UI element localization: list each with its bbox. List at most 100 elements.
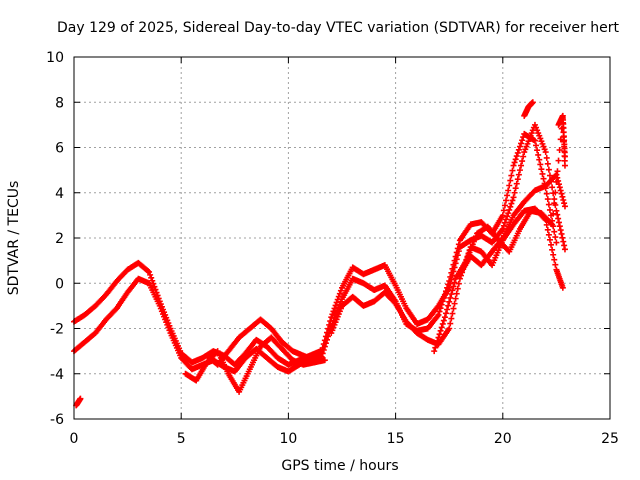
y-tick-label: -6: [50, 412, 64, 428]
data-point: [449, 287, 456, 294]
data-point: [337, 287, 344, 294]
data-point: [148, 274, 155, 281]
data-point: [515, 171, 522, 178]
data-point: [319, 350, 326, 357]
data-point: [501, 219, 508, 226]
data-point: [518, 140, 525, 147]
data-point: [551, 228, 558, 235]
data-point: [444, 284, 451, 291]
data-point: [501, 202, 508, 209]
data-point: [448, 315, 455, 322]
y-axis-label: SDTVAR / TECUs: [6, 181, 22, 296]
data-point: [561, 203, 568, 210]
data-point: [511, 189, 518, 196]
data-point: [555, 215, 562, 222]
data-point: [545, 166, 552, 173]
x-tick-label: 15: [387, 431, 405, 447]
data-point: [448, 269, 455, 276]
data-point: [549, 184, 556, 191]
data-point: [450, 261, 457, 268]
data-point: [561, 153, 568, 160]
data-point: [543, 221, 550, 228]
data-point: [539, 170, 546, 177]
y-tick-label: 10: [46, 50, 64, 66]
data-point: [504, 213, 511, 220]
data-point: [447, 273, 454, 280]
data-point: [322, 340, 329, 347]
data-point: [440, 294, 447, 301]
series-track: [317, 130, 560, 364]
data-point: [542, 149, 549, 156]
data-point: [506, 182, 513, 189]
data-point: [323, 336, 330, 343]
x-tick-label: 20: [494, 431, 512, 447]
data-point: [499, 212, 506, 219]
data-point: [536, 156, 543, 163]
data-point: [436, 331, 443, 338]
series-track: [73, 99, 568, 409]
data-point: [553, 207, 560, 214]
data-point: [512, 185, 519, 192]
data-point: [329, 311, 336, 318]
data-point: [545, 231, 552, 238]
data-point: [151, 283, 158, 290]
data-point: [321, 343, 328, 350]
data-point: [552, 234, 559, 241]
data-point: [557, 227, 564, 234]
data-point: [438, 324, 445, 331]
data-point: [149, 277, 156, 284]
data-point: [543, 154, 550, 161]
data-point: [535, 151, 542, 158]
data-point: [439, 320, 446, 327]
data-point: [506, 206, 513, 213]
data-point: [514, 176, 521, 183]
data-point: [519, 137, 526, 144]
data-point: [520, 153, 527, 160]
data-point: [336, 290, 343, 297]
axis-ticks: 0 5 10 15 20 25 -6 -4 -2 0 2 4 6 8 10: [46, 50, 619, 447]
data-point: [531, 137, 538, 144]
grid-lines: [74, 57, 610, 419]
data-point: [550, 251, 557, 258]
data-point: [509, 197, 516, 204]
series-track: [431, 115, 568, 355]
y-tick-label: -2: [50, 322, 64, 338]
data-point: [452, 253, 459, 260]
data-point: [434, 337, 441, 344]
data-point: [545, 201, 552, 208]
data-point: [551, 256, 558, 263]
data-point: [450, 283, 457, 290]
data-point: [451, 257, 458, 264]
data-point: [551, 200, 558, 207]
data-point: [549, 221, 556, 228]
data-point: [559, 193, 566, 200]
chart-title: Day 129 of 2025, Sidereal Day-to-day VTE…: [57, 20, 619, 36]
data-points: [71, 99, 568, 409]
x-axis-label: GPS time / hours: [281, 458, 398, 474]
data-point: [508, 200, 515, 207]
data-point: [435, 311, 442, 318]
data-point: [446, 325, 453, 332]
data-point: [447, 320, 454, 327]
series-track: [203, 316, 318, 368]
data-point: [544, 226, 551, 233]
data-point: [546, 236, 553, 243]
data-point: [446, 298, 453, 305]
data-point: [561, 242, 568, 249]
data-point: [437, 327, 444, 334]
data-point: [513, 180, 520, 187]
data-point: [332, 302, 339, 309]
data-point: [550, 210, 557, 217]
data-point: [537, 161, 544, 168]
data-point: [546, 206, 553, 213]
data-point: [77, 395, 84, 402]
data-point: [540, 175, 547, 182]
data-point: [449, 265, 456, 272]
series-track: [456, 171, 568, 278]
data-point: [559, 234, 566, 241]
data-point: [437, 305, 444, 312]
data-point: [454, 285, 461, 292]
data-point: [511, 159, 518, 166]
data-point: [513, 153, 520, 160]
